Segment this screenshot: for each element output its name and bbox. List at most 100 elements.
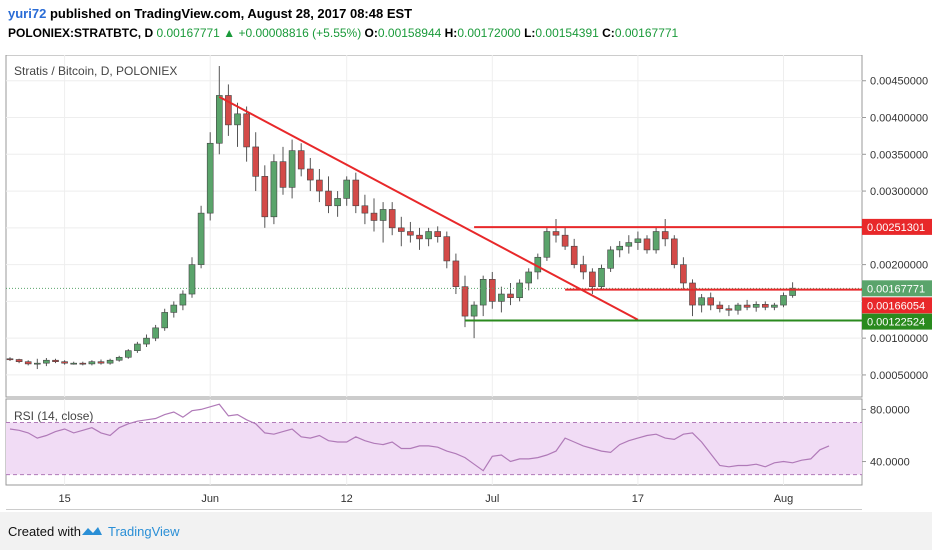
candle bbox=[716, 304, 724, 310]
candle bbox=[206, 142, 214, 214]
rsi-y-tick-label: 40.0000 bbox=[870, 457, 910, 469]
candle bbox=[543, 231, 551, 258]
candle bbox=[52, 359, 59, 362]
candle bbox=[516, 282, 523, 299]
candle bbox=[125, 350, 132, 358]
x-tick-label: Jun bbox=[201, 493, 219, 505]
x-tick-label: 12 bbox=[341, 493, 353, 505]
high-label: H: bbox=[444, 26, 458, 40]
x-tick-label: 15 bbox=[58, 493, 70, 505]
candle bbox=[279, 161, 287, 188]
candle bbox=[61, 361, 68, 364]
rsi-line bbox=[9, 403, 830, 472]
candle bbox=[270, 161, 278, 218]
candle bbox=[680, 264, 687, 284]
y-tick-label: 0.00200000 bbox=[870, 260, 928, 272]
drawings[interactable] bbox=[218, 96, 902, 322]
candle bbox=[6, 358, 14, 361]
candle bbox=[443, 236, 451, 262]
candle bbox=[561, 234, 569, 247]
y-tick-label: 0.00400000 bbox=[870, 113, 928, 125]
rsi-y-axis: 40.0000 80.0000 bbox=[862, 404, 910, 469]
author-link[interactable]: yuri72 bbox=[8, 6, 47, 21]
candle bbox=[780, 295, 787, 306]
chart-title: Stratis / Bitcoin, D, POLONIEX bbox=[14, 64, 177, 78]
x-axis: 15 Jun 12 Jul 17 Aug bbox=[58, 493, 793, 505]
candle bbox=[243, 113, 250, 148]
price-label: 0.00251301 bbox=[867, 222, 925, 234]
price-label: 0.00166054 bbox=[867, 300, 925, 312]
created-with-label: Created with bbox=[8, 524, 81, 539]
chart-header: yuri72 published on TradingView.com, Aug… bbox=[0, 0, 932, 48]
candle bbox=[771, 304, 778, 308]
change-arrow-icon: ▲ bbox=[223, 26, 236, 40]
candle bbox=[70, 362, 77, 365]
candle bbox=[252, 146, 259, 177]
candle bbox=[752, 304, 760, 308]
x-tick-label: Jul bbox=[485, 493, 499, 505]
candle bbox=[297, 150, 305, 170]
candle bbox=[579, 264, 587, 273]
candle bbox=[370, 212, 378, 221]
candle bbox=[743, 304, 751, 308]
candle bbox=[452, 260, 460, 287]
price-label: 0.00122524 bbox=[867, 317, 925, 329]
candle bbox=[216, 95, 223, 144]
candle bbox=[15, 359, 23, 362]
candle bbox=[488, 279, 496, 302]
candle bbox=[225, 95, 232, 126]
price-chart[interactable]: 0.000500000.001000000.001500000.00200000… bbox=[0, 55, 932, 510]
candle bbox=[325, 190, 332, 207]
trendline bbox=[218, 96, 639, 321]
candle bbox=[661, 231, 669, 240]
candle bbox=[607, 249, 614, 269]
candle bbox=[33, 362, 41, 365]
price-labels: 0.00251301 0.00167771 0.00166054 0.00122524 bbox=[862, 218, 932, 330]
rsi-title: RSI (14, close) bbox=[14, 409, 93, 423]
candle bbox=[525, 271, 533, 284]
rsi-series bbox=[9, 403, 830, 472]
candle bbox=[197, 212, 205, 265]
candle bbox=[43, 359, 50, 364]
candle bbox=[134, 343, 141, 351]
open-label: O: bbox=[364, 26, 378, 40]
footer: Created with TradingView bbox=[0, 512, 932, 550]
quote-line: POLONIEX:STRATBTC, D 0.00167771 ▲ +0.000… bbox=[8, 26, 678, 40]
candle bbox=[689, 282, 696, 306]
candles bbox=[6, 66, 862, 370]
candle bbox=[707, 297, 715, 306]
candle bbox=[170, 304, 178, 313]
candle bbox=[461, 286, 469, 317]
low-value: 0.00154391 bbox=[535, 26, 599, 40]
candle bbox=[425, 231, 432, 240]
price-label-box bbox=[862, 280, 932, 297]
candle bbox=[625, 242, 633, 247]
candle bbox=[361, 205, 369, 214]
candle bbox=[379, 209, 387, 221]
y-tick-label: 0.00300000 bbox=[870, 186, 928, 198]
candle bbox=[643, 238, 651, 251]
price-label-box bbox=[862, 297, 932, 314]
candle bbox=[589, 271, 596, 287]
candle bbox=[88, 361, 96, 365]
publish-info: published on TradingView.com, August 28,… bbox=[49, 6, 413, 21]
candle bbox=[24, 361, 32, 365]
candle bbox=[234, 113, 241, 126]
candle bbox=[161, 312, 168, 329]
rsi-band-fill bbox=[6, 422, 862, 475]
candle bbox=[343, 179, 351, 199]
x-tick-label: Aug bbox=[774, 493, 794, 505]
candle bbox=[316, 179, 323, 192]
candle bbox=[306, 168, 314, 181]
candle bbox=[670, 238, 678, 265]
low-label: L: bbox=[524, 26, 536, 40]
candle bbox=[106, 359, 114, 364]
tradingview-brand[interactable]: TradingView bbox=[108, 524, 180, 539]
candle bbox=[698, 297, 705, 306]
high-value: 0.00172000 bbox=[457, 26, 521, 40]
last-price: 0.00167771 bbox=[156, 26, 220, 40]
symbol-label: POLONIEX:STRATBTC, D bbox=[8, 26, 154, 40]
candle bbox=[470, 304, 478, 317]
price-label-box bbox=[862, 313, 932, 330]
candle bbox=[79, 362, 87, 365]
